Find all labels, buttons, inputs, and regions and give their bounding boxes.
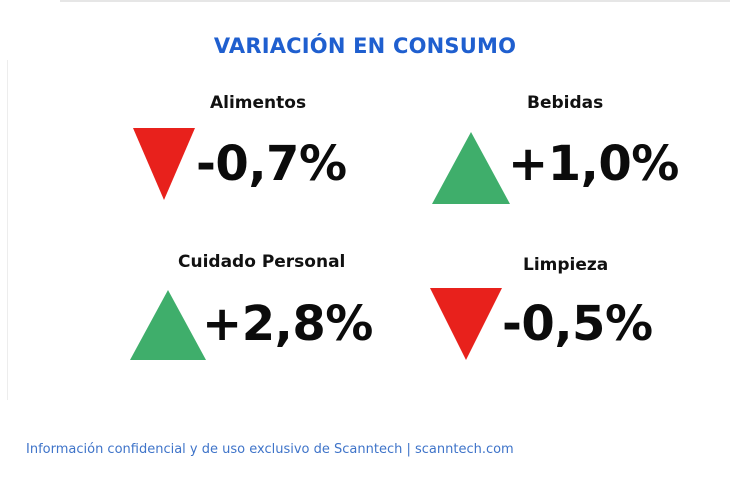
metric-label-limpieza: Limpieza (523, 255, 609, 275)
down-triangle-icon (430, 288, 502, 360)
metric-label-bebidas: Bebidas (527, 93, 604, 113)
metric-value-limpieza: -0,5% (502, 296, 653, 352)
metric-value-cuidado-personal: +2,8% (202, 296, 373, 352)
footer-disclaimer: Información confidencial y de uso exclus… (26, 442, 514, 457)
metric-label-cuidado-personal: Cuidado Personal (178, 252, 346, 272)
metric-value-bebidas: +1,0% (508, 136, 679, 192)
left-border (7, 60, 8, 400)
metric-label-alimentos: Alimentos (210, 93, 307, 113)
down-triangle-icon (133, 128, 195, 200)
metric-value-alimentos: -0,7% (196, 136, 347, 192)
up-triangle-icon (130, 290, 206, 360)
top-divider (60, 0, 730, 2)
page-title: VARIACIÓN EN CONSUMO (213, 34, 517, 58)
up-triangle-icon (432, 132, 510, 204)
